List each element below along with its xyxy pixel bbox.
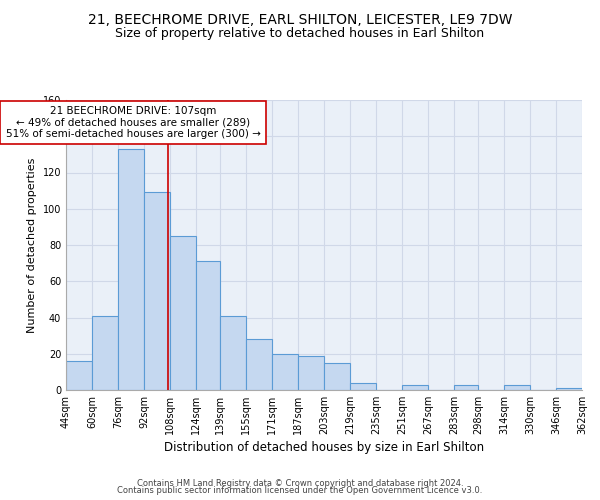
- Bar: [118, 149, 144, 390]
- Bar: [272, 354, 298, 390]
- Y-axis label: Number of detached properties: Number of detached properties: [27, 158, 37, 332]
- Text: Size of property relative to detached houses in Earl Shilton: Size of property relative to detached ho…: [115, 28, 485, 40]
- Text: Contains public sector information licensed under the Open Government Licence v3: Contains public sector information licen…: [118, 486, 482, 495]
- Bar: [454, 384, 478, 390]
- Text: Contains HM Land Registry data © Crown copyright and database right 2024.: Contains HM Land Registry data © Crown c…: [137, 478, 463, 488]
- Bar: [556, 388, 582, 390]
- Text: 21 BEECHROME DRIVE: 107sqm
← 49% of detached houses are smaller (289)
51% of sem: 21 BEECHROME DRIVE: 107sqm ← 49% of deta…: [5, 106, 260, 139]
- Bar: [298, 356, 324, 390]
- Bar: [350, 383, 376, 390]
- Bar: [66, 361, 92, 390]
- Bar: [144, 192, 170, 390]
- Bar: [220, 316, 246, 390]
- Bar: [504, 384, 530, 390]
- Bar: [324, 363, 350, 390]
- Bar: [196, 262, 220, 390]
- X-axis label: Distribution of detached houses by size in Earl Shilton: Distribution of detached houses by size …: [164, 441, 484, 454]
- Bar: [170, 236, 196, 390]
- Text: 21, BEECHROME DRIVE, EARL SHILTON, LEICESTER, LE9 7DW: 21, BEECHROME DRIVE, EARL SHILTON, LEICE…: [88, 12, 512, 26]
- Bar: [92, 316, 118, 390]
- Bar: [402, 384, 428, 390]
- Bar: [246, 339, 272, 390]
